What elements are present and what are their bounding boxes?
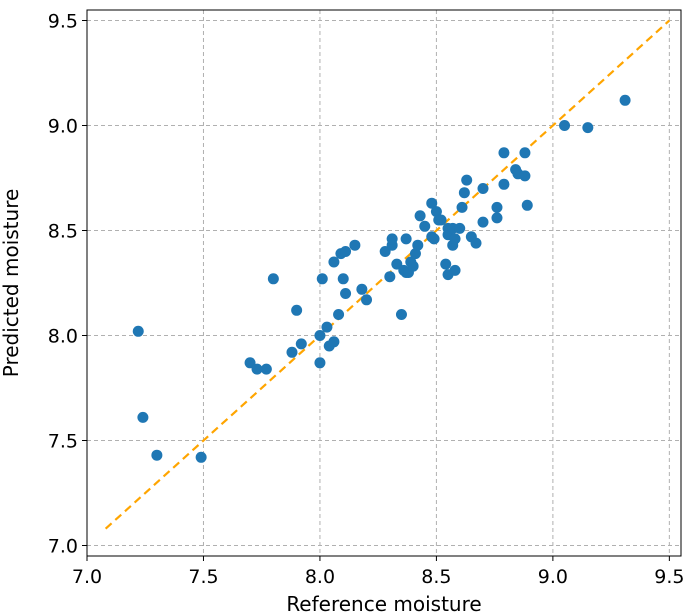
data-point bbox=[461, 174, 473, 186]
data-point bbox=[395, 309, 407, 320]
data-point bbox=[337, 273, 349, 285]
data-point bbox=[419, 220, 431, 232]
data-point bbox=[456, 201, 468, 213]
y-tick-label: 9.0 bbox=[48, 116, 78, 138]
data-point bbox=[314, 330, 326, 341]
data-point bbox=[195, 451, 207, 463]
y-tick-label: 7.5 bbox=[48, 431, 78, 453]
data-point bbox=[619, 94, 631, 106]
x-tick-label: 7.0 bbox=[72, 566, 102, 588]
data-point bbox=[582, 122, 594, 134]
x-tick-label: 9.5 bbox=[654, 566, 684, 588]
data-points bbox=[132, 94, 631, 463]
data-point bbox=[379, 246, 391, 257]
data-point bbox=[559, 120, 571, 131]
data-point bbox=[328, 336, 340, 348]
data-point bbox=[251, 363, 263, 375]
data-point bbox=[267, 273, 279, 285]
data-point bbox=[409, 248, 421, 260]
data-point bbox=[260, 363, 272, 375]
data-point bbox=[426, 197, 438, 209]
data-point bbox=[316, 273, 328, 285]
data-point bbox=[521, 199, 533, 211]
data-point bbox=[321, 321, 333, 333]
data-point bbox=[449, 233, 461, 245]
data-point bbox=[391, 258, 403, 270]
x-axis-ticks: 7.0 7.5 8.0 8.5 9.0 9.5 bbox=[72, 556, 684, 588]
data-point bbox=[286, 346, 298, 358]
data-point bbox=[295, 338, 307, 350]
x-tick-label: 7.5 bbox=[188, 566, 218, 588]
data-point bbox=[498, 147, 510, 159]
data-point bbox=[333, 309, 345, 320]
data-point bbox=[328, 256, 340, 268]
data-point bbox=[477, 216, 489, 228]
y-tick-label: 8.0 bbox=[48, 326, 78, 348]
x-axis-label: Reference moisture bbox=[286, 592, 481, 615]
data-point bbox=[428, 233, 440, 245]
data-point bbox=[498, 178, 510, 190]
data-point bbox=[356, 283, 368, 295]
data-point bbox=[414, 210, 426, 222]
data-point bbox=[440, 258, 452, 270]
data-point bbox=[491, 201, 503, 213]
data-point bbox=[386, 233, 398, 245]
data-point bbox=[430, 206, 442, 218]
y-axis-label: Predicted moisture bbox=[0, 189, 23, 378]
data-point bbox=[519, 170, 531, 182]
data-point bbox=[491, 212, 503, 224]
data-point bbox=[412, 239, 424, 251]
data-point bbox=[151, 449, 163, 461]
data-point bbox=[132, 325, 144, 337]
data-point bbox=[244, 357, 256, 369]
x-tick-label: 9.0 bbox=[538, 566, 568, 588]
x-tick-label: 8.5 bbox=[421, 566, 451, 588]
data-point bbox=[454, 222, 466, 234]
y-tick-label: 8.5 bbox=[48, 221, 78, 243]
data-point bbox=[291, 304, 303, 316]
y-tick-label: 7.0 bbox=[48, 536, 78, 558]
data-point bbox=[519, 147, 531, 159]
data-point bbox=[340, 246, 352, 257]
data-point bbox=[458, 187, 470, 199]
data-point bbox=[384, 271, 396, 283]
data-point bbox=[470, 237, 482, 249]
data-point bbox=[400, 233, 412, 245]
data-point bbox=[407, 260, 419, 272]
x-tick-label: 8.0 bbox=[305, 566, 335, 588]
plot-area bbox=[86, 9, 682, 557]
y-tick-label: 9.5 bbox=[48, 11, 78, 33]
data-point bbox=[137, 411, 149, 423]
data-point bbox=[361, 294, 373, 306]
data-point bbox=[340, 288, 352, 299]
y-axis-ticks: 7.0 7.5 8.0 8.5 9.0 9.5 bbox=[48, 11, 87, 558]
grid-lines bbox=[86, 10, 681, 556]
data-point bbox=[435, 214, 447, 226]
data-point bbox=[349, 239, 361, 251]
data-point bbox=[449, 264, 461, 276]
data-point bbox=[314, 357, 326, 369]
data-point bbox=[477, 183, 489, 194]
